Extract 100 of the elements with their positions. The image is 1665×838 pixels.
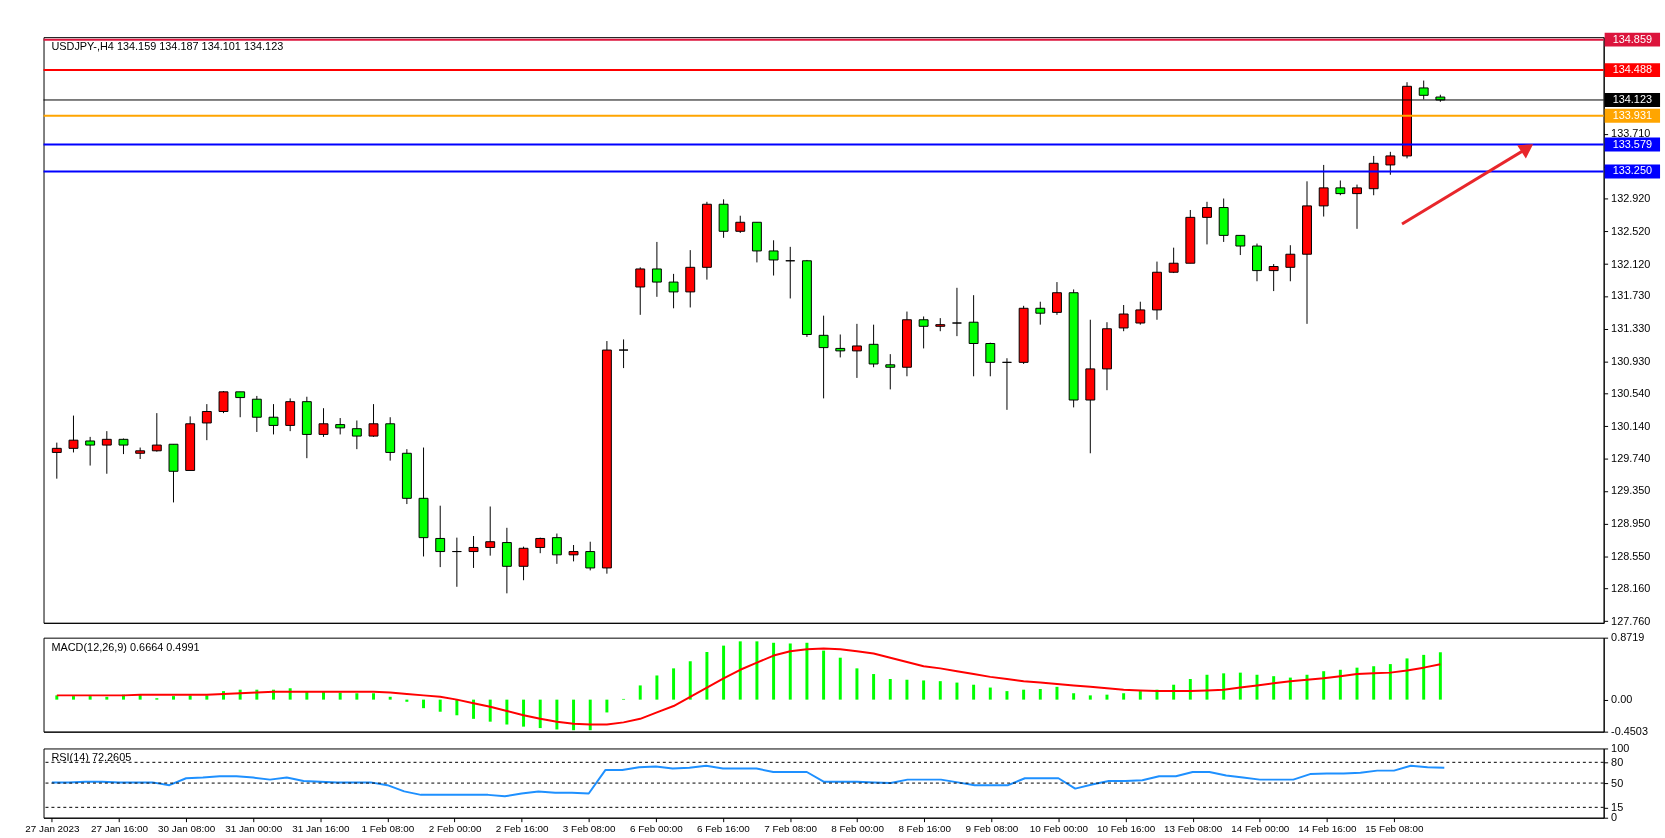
bar [755, 641, 759, 700]
bar [1322, 671, 1326, 700]
bar [572, 699, 576, 731]
line-series [50, 764, 1446, 798]
candlestick [1285, 244, 1296, 282]
bar [838, 657, 842, 700]
y-tick-label: 129.740 [1611, 452, 1651, 465]
bar [1405, 658, 1409, 700]
bar [988, 687, 992, 700]
y-tick-label: 132.920 [1611, 191, 1651, 204]
bar [422, 699, 426, 709]
bar [922, 680, 926, 700]
candlestick [318, 407, 329, 438]
y-tick-label: 130.540 [1611, 386, 1651, 399]
bar [72, 696, 75, 700]
y-tick-label: 130.930 [1611, 354, 1651, 367]
candlestick [651, 241, 662, 298]
bar [172, 696, 175, 700]
candlestick [1052, 281, 1062, 316]
bar [722, 645, 726, 700]
ref-line-label: 133.250 [1612, 164, 1653, 177]
bar [788, 643, 792, 700]
candlestick [985, 342, 996, 377]
x-tick-label: 15 Feb 08:00 [1365, 823, 1425, 835]
bar [872, 674, 876, 700]
bar [938, 681, 942, 700]
bar [88, 696, 92, 700]
candlestick [151, 412, 162, 453]
bar [355, 693, 359, 700]
y-tick-label: 0 [1611, 811, 1618, 824]
y-tick-label: 130.140 [1611, 419, 1651, 432]
bar [888, 679, 892, 700]
y-tick-label: 131.730 [1611, 289, 1651, 302]
x-tick-label: 7 Feb 08:00 [764, 823, 818, 835]
candlestick [101, 430, 112, 475]
bar [1055, 686, 1059, 700]
y-tick-label: 80 [1611, 755, 1624, 768]
bar [1338, 669, 1342, 700]
bar [1005, 691, 1009, 700]
x-tick-label: 13 Feb 08:00 [1164, 823, 1223, 835]
x-tick-label: 3 Feb 08:00 [562, 823, 617, 835]
candlestick [768, 239, 779, 277]
candlestick [818, 315, 829, 399]
ref-line-label: 133.931 [1612, 108, 1653, 121]
bar [772, 642, 776, 700]
bar [105, 696, 109, 700]
x-tick-label: 31 Jan 00:00 [225, 823, 283, 835]
bar [1088, 695, 1092, 700]
candlestick [201, 403, 212, 441]
x-tick-label: 30 Jan 08:00 [158, 823, 216, 835]
bar [1238, 672, 1242, 700]
bar [605, 699, 609, 713]
candlestick [635, 266, 646, 316]
bar [488, 699, 492, 722]
bar [438, 699, 442, 712]
candlestick [1352, 184, 1362, 230]
bar [1122, 693, 1126, 700]
y-tick-label: 132.520 [1611, 224, 1651, 237]
bar [972, 684, 976, 700]
bar [738, 641, 742, 700]
candlestick [952, 287, 962, 337]
candlestick [51, 442, 62, 480]
bar [705, 652, 709, 700]
x-tick-label: 10 Feb 00:00 [1029, 823, 1089, 835]
bar [1038, 688, 1042, 700]
candlestick [285, 397, 296, 432]
y-tick-label: 0.8719 [1611, 631, 1645, 644]
bar [388, 696, 392, 700]
y-tick-label: -0.4503 [1611, 725, 1648, 738]
bar [538, 699, 542, 729]
x-tick-label: 10 Feb 16:00 [1096, 823, 1156, 835]
candlestick [851, 323, 862, 379]
y-tick-label: 129.350 [1611, 484, 1651, 497]
ref-line-label: 134.859 [1612, 32, 1653, 45]
x-tick-label: 14 Feb 16:00 [1298, 823, 1357, 835]
bar [522, 699, 526, 727]
y-tick-label: 127.760 [1611, 614, 1651, 627]
bar [405, 699, 409, 702]
candlestick [868, 324, 879, 368]
candlestick [1202, 201, 1212, 245]
bar [1072, 693, 1076, 700]
y-tick-label: 128.950 [1611, 517, 1651, 530]
y-tick-label: 131.330 [1611, 322, 1651, 335]
bar [372, 693, 376, 700]
bar [1105, 694, 1109, 700]
candlestick [268, 403, 279, 435]
bar [1438, 652, 1442, 700]
bar [455, 699, 459, 716]
x-tick-label: 8 Feb 00:00 [831, 823, 885, 835]
candlestick [1235, 234, 1246, 256]
x-tick-label: 31 Jan 16:00 [292, 823, 350, 835]
candlestick [351, 420, 362, 450]
bar [655, 675, 659, 700]
candlestick [1168, 247, 1179, 274]
y-tick-label: 133.710 [1611, 127, 1651, 140]
bar [1138, 691, 1142, 700]
bar [688, 661, 692, 700]
x-tick-label: 27 Jan 2023 [25, 823, 81, 835]
chart-title: RSI(14) 72.2605 [51, 751, 132, 764]
ref-line-label: 134.488 [1612, 63, 1653, 76]
